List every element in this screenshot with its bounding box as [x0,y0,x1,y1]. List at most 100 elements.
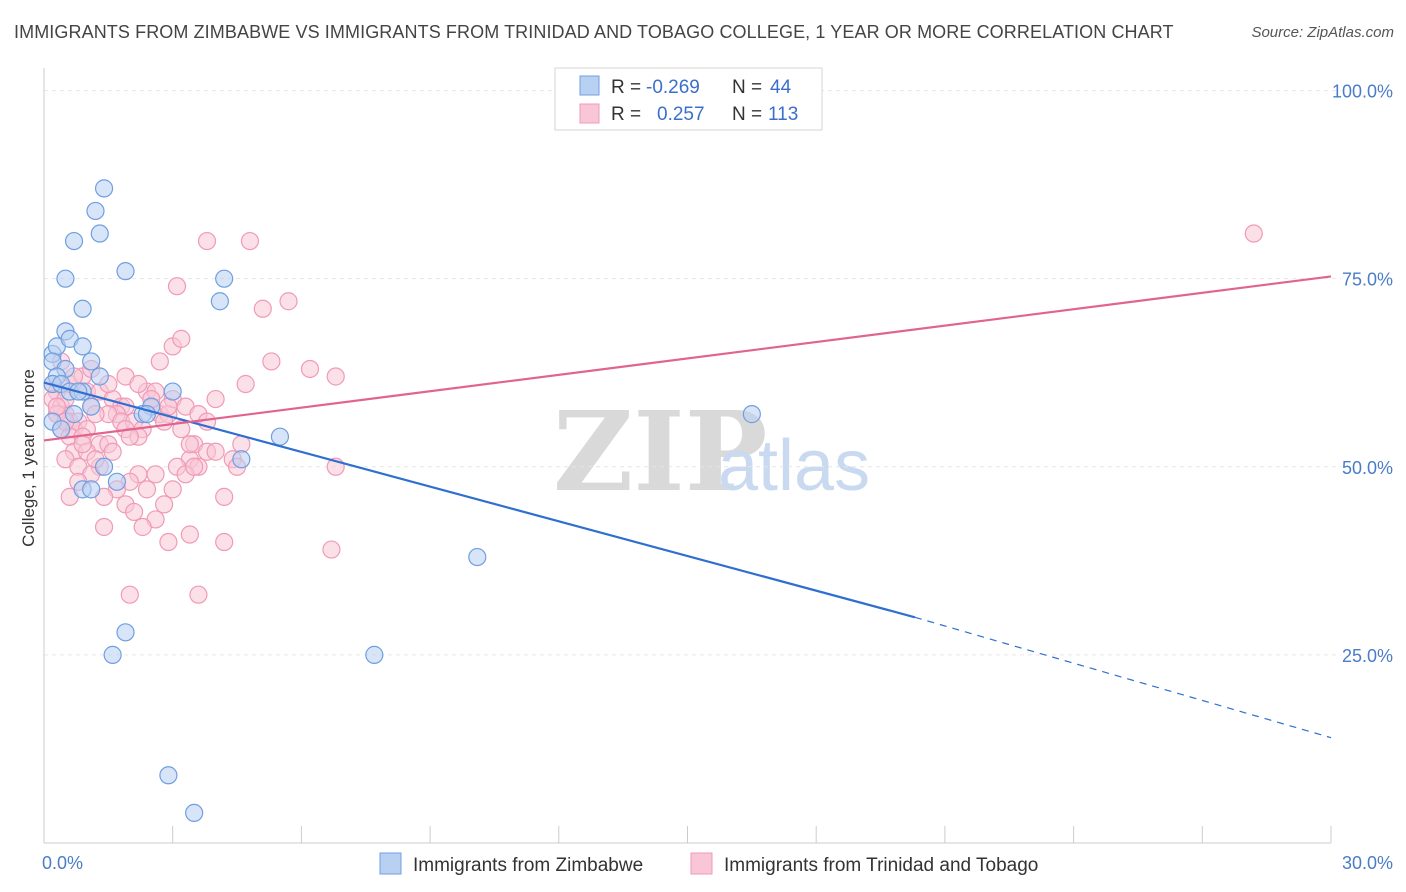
data-point-series-0-5 [56,269,75,288]
data-point-series-1-75 [236,374,255,394]
data-point-series-0-6 [64,231,84,251]
data-point-series-0-7 [73,299,92,318]
y-tick-label-0: 25.0% [1342,646,1393,666]
data-point-series-0-21 [82,397,101,416]
data-point-series-0-39 [103,645,122,664]
data-point-series-0-31 [232,450,251,469]
axes [43,68,1332,844]
series-legend-label-zimbabwe: Immigrants from Zimbabwe [413,855,643,876]
chart-title: IMMIGRANTS FROM ZIMBABWE VS IMMIGRANTS F… [14,22,1174,42]
data-point-series-1-69 [167,277,187,296]
watermark-zip: ZIP [553,387,767,516]
data-point-series-1-85 [215,487,234,506]
series-legend-label-trinidad: Immigrants from Trinidad and Tobago [724,855,1038,876]
y-axis-label: College, 1 year or more [19,369,38,547]
data-point-series-0-11 [73,337,92,356]
data-point-series-0-15 [90,367,109,386]
correlation-legend: R = -0.269 N = 44 R = 0.257 N = 113 [554,67,823,131]
data-point-series-1-112 [1244,224,1263,243]
data-point-series-1-95 [129,374,148,394]
data-point-series-0-27 [210,292,229,311]
data-point-series-1-73 [300,359,320,379]
data-point-series-1-107 [120,427,139,446]
y-tick-label-3: 100.0% [1332,82,1393,102]
y-tick-label-1: 50.0% [1342,458,1393,478]
data-point-series-0-35 [107,472,127,491]
chart-source: Source: ZipAtlas.com [1251,24,1394,41]
legend-r-label-1: R = [611,104,641,125]
data-point-series-0-38 [116,623,135,642]
data-point-series-1-103 [155,495,174,514]
data-point-series-1-66 [189,585,208,604]
data-point-series-0-43 [159,766,178,785]
x-tick-label-1: 30.0% [1342,853,1393,873]
data-point-series-1-63 [180,525,199,544]
data-point-series-0-10 [90,224,109,243]
series-legend-swatch-trinidad [690,852,713,875]
legend-swatch-zimbabwe [579,75,600,96]
data-point-series-1-97 [159,397,178,416]
data-point-series-1-64 [215,532,234,552]
y-tick-label-2: 75.0% [1342,270,1393,290]
data-point-series-1-87 [322,540,341,559]
data-point-series-0-25 [116,262,135,281]
data-point-series-0-9 [94,179,114,198]
data-point-series-0-8 [86,201,105,221]
data-point-series-1-70 [253,299,272,318]
data-point-series-1-62 [159,532,178,552]
legend-r-value-0: -0.269 [646,77,700,98]
data-point-series-1-74 [326,367,345,386]
trend-line-extension-series-0 [914,616,1332,739]
trend-lines [43,275,1332,739]
data-point-series-1-67 [197,231,217,251]
data-point-series-1-65 [120,585,139,604]
data-point-series-0-22 [64,405,84,424]
data-point-series-1-104 [185,457,204,476]
legend-n-label-0: N = [732,77,762,98]
legend-swatch-trinidad [579,103,600,124]
trend-line-series-1 [43,275,1332,442]
data-point-series-0-40 [365,645,384,664]
data-point-series-1-55 [137,480,157,499]
tick-labels: 25.0% 50.0% 75.0% 100.0% 0.0% 30.0% [42,82,1393,873]
data-point-series-1-109 [94,517,114,537]
data-point-series-1-72 [262,352,281,371]
data-point-series-0-28 [215,269,234,288]
data-point-series-1-83 [206,442,225,461]
data-point-series-1-84 [180,435,199,454]
x-tick-label-0: 0.0% [42,853,83,873]
legend-n-label-1: N = [732,104,762,125]
data-point-series-1-111 [163,480,182,499]
data-point-series-0-12 [82,352,101,371]
data-point-series-1-52 [146,465,165,484]
data-point-series-0-24 [52,420,71,439]
data-point-series-1-78 [172,329,191,348]
data-point-series-1-102 [103,442,122,461]
data-points [43,179,1263,823]
data-point-series-1-61 [133,517,152,537]
data-point-series-0-29 [163,382,182,401]
data-point-series-1-59 [124,502,144,522]
data-point-series-0-34 [94,457,114,476]
data-point-series-1-79 [206,389,225,409]
legend-n-value-1: 113 [768,104,798,125]
data-point-series-1-110 [47,397,66,416]
legend-r-label-0: R = [611,77,641,98]
data-point-series-0-42 [742,405,761,424]
series-legend: Immigrants from Zimbabwe Immigrants from… [379,852,1038,876]
data-point-series-1-45 [172,420,191,439]
legend-n-value-0: 44 [770,77,792,98]
data-point-series-0-41 [468,547,487,567]
data-point-series-1-68 [240,231,260,251]
data-point-series-0-37 [82,480,101,499]
data-point-series-0-44 [185,803,204,823]
data-point-series-1-71 [279,292,298,311]
data-point-series-1-76 [150,352,169,371]
grid-lines [44,90,1341,656]
data-point-series-0-30 [270,427,290,446]
legend-r-value-1: 0.257 [657,104,705,125]
watermark-atlas: atlas [718,426,870,506]
series-legend-swatch-zimbabwe [379,852,402,875]
data-point-series-1-101 [73,435,92,454]
